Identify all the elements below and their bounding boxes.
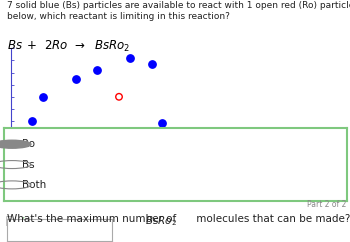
Circle shape [0, 140, 31, 148]
Text: Ro: Ro [22, 139, 35, 149]
Point [149, 62, 154, 66]
Text: What's the maximum number of: What's the maximum number of [7, 214, 180, 224]
Point [40, 95, 46, 99]
Point [94, 68, 100, 72]
Text: 7 solid blue (Bs) particles are available to react with 1 open red (Ro) particle: 7 solid blue (Bs) particles are availabl… [7, 1, 350, 21]
Text: molecules that can be made?: molecules that can be made? [193, 214, 350, 224]
Point [116, 95, 122, 99]
Text: Part 2 of 2: Part 2 of 2 [307, 200, 346, 209]
Text: Bs: Bs [22, 159, 35, 170]
Point [127, 56, 133, 60]
Point [29, 119, 35, 123]
Text: $+$: $+$ [26, 39, 37, 52]
Text: $\it{BsRo}_2$: $\it{BsRo}_2$ [145, 214, 177, 228]
Text: $\rightarrow$: $\rightarrow$ [72, 39, 85, 52]
Text: $\it{BsRo}_2$: $\it{BsRo}_2$ [94, 39, 131, 54]
Text: $\it{2Ro}$: $\it{2Ro}$ [44, 39, 68, 52]
Text: $\it{Bs}$: $\it{Bs}$ [7, 39, 23, 52]
Text: Both: Both [22, 180, 47, 190]
Text: ✓: ✓ [16, 216, 26, 226]
Text: ⚿: ⚿ [5, 216, 12, 226]
Point [160, 121, 165, 125]
Point [73, 77, 78, 81]
